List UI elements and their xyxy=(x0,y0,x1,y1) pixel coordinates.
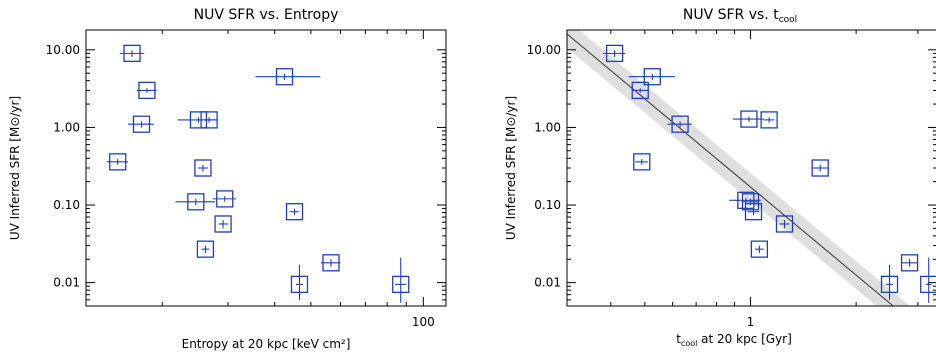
point-marker xyxy=(880,275,899,294)
data-point xyxy=(194,159,212,177)
data-point xyxy=(920,257,936,303)
point-marker xyxy=(605,44,624,63)
fit-confidence-band xyxy=(567,30,910,306)
data-point xyxy=(775,215,794,233)
data-point xyxy=(628,68,676,86)
data-point xyxy=(900,254,919,272)
point-marker xyxy=(811,159,829,177)
data-point xyxy=(631,81,649,100)
point-marker xyxy=(285,203,304,221)
right-fit-group xyxy=(567,30,910,306)
data-point xyxy=(320,254,341,272)
point-marker xyxy=(187,193,205,211)
point-marker xyxy=(194,159,212,177)
right-ticks: 10.00 1.00 0.10 0.01 1 xyxy=(527,30,936,329)
data-point xyxy=(732,110,764,128)
point-marker xyxy=(138,81,156,100)
right-x-axis-label: tcool at 20 kpc [Gyr] xyxy=(676,332,792,348)
data-point xyxy=(212,190,236,208)
point-marker xyxy=(275,68,294,86)
tcool-panel: NUV SFR vs. tcool 10.001.000.100.011 tco… xyxy=(504,7,936,348)
data-point xyxy=(255,68,321,86)
point-marker xyxy=(109,153,127,171)
right-xlabel-symbol: t xyxy=(676,332,681,346)
point-marker xyxy=(214,215,232,233)
left-x-tick-label: 100 xyxy=(412,315,435,329)
point-marker xyxy=(643,68,661,86)
left-x-axis-label: Entropy at 20 kpc [keV cm²] xyxy=(182,337,351,351)
point-marker xyxy=(775,215,794,233)
point-marker xyxy=(671,115,689,133)
point-marker xyxy=(200,111,218,129)
left-y-tick-label: 10.00 xyxy=(46,43,80,57)
data-point xyxy=(175,193,216,211)
right-fit xyxy=(567,30,910,306)
data-point xyxy=(119,44,145,63)
data-point xyxy=(285,203,304,221)
right-y-axis-label: UV Inferred SFR [M⊙/yr] xyxy=(504,96,518,240)
point-marker xyxy=(744,203,763,221)
data-point xyxy=(290,264,309,300)
right-chart-title: NUV SFR vs. tcool xyxy=(683,7,797,25)
point-marker xyxy=(290,275,309,294)
point-marker xyxy=(123,44,141,63)
data-point xyxy=(106,153,129,171)
data-point xyxy=(136,81,157,100)
point-marker xyxy=(633,153,651,171)
data-point xyxy=(603,44,626,63)
point-marker xyxy=(132,115,151,133)
data-point xyxy=(633,153,651,171)
right-y-tick-label: 1.00 xyxy=(534,120,561,134)
point-marker xyxy=(322,254,340,272)
point-marker xyxy=(631,81,649,100)
right-data-points xyxy=(603,44,936,303)
left-chart-title: NUV SFR vs. Entropy xyxy=(194,7,339,23)
data-point xyxy=(667,115,692,133)
data-point xyxy=(196,240,215,258)
point-marker xyxy=(196,240,215,258)
point-marker xyxy=(740,110,758,128)
point-marker xyxy=(760,111,778,129)
right-y-tick-label: 0.10 xyxy=(534,198,561,212)
point-marker xyxy=(750,240,769,258)
right-title-sub: cool xyxy=(779,15,797,25)
point-marker xyxy=(392,275,410,294)
left-plot-frame xyxy=(85,29,447,307)
right-title-main: NUV SFR vs. t xyxy=(683,7,779,23)
left-data-points xyxy=(106,44,410,303)
point-marker xyxy=(216,190,234,208)
left-y-axis-label: UV Inferred SFR [M⊙/yr] xyxy=(8,96,22,240)
data-point xyxy=(392,257,410,303)
data-point xyxy=(128,115,154,133)
fit-line xyxy=(567,33,894,306)
right-xlabel-sub: cool xyxy=(681,339,697,348)
data-point xyxy=(214,215,232,233)
point-marker xyxy=(741,193,760,211)
left-y-tick-label: 0.10 xyxy=(53,198,80,212)
data-point xyxy=(750,240,769,258)
data-point xyxy=(811,159,829,177)
left-y-tick-label: 0.01 xyxy=(53,276,80,290)
point-marker xyxy=(900,254,919,272)
entropy-panel: NUV SFR vs. Entropy 10.00 1.00 0.10 0.01 100… xyxy=(8,7,447,351)
data-point xyxy=(880,264,899,300)
point-marker xyxy=(920,275,936,294)
right-x-tick-label: 1 xyxy=(747,315,755,329)
data-point xyxy=(200,111,218,129)
data-point xyxy=(744,203,763,221)
data-point xyxy=(760,111,778,129)
right-y-tick-label: 10.00 xyxy=(527,43,561,57)
right-y-tick-label: 0.01 xyxy=(534,276,561,290)
left-ticks: 10.00 1.00 0.10 0.01 100 xyxy=(46,30,446,329)
right-xlabel-rest: at 20 kpc [Gyr] xyxy=(697,332,791,346)
left-y-tick-label: 1.00 xyxy=(53,120,80,134)
